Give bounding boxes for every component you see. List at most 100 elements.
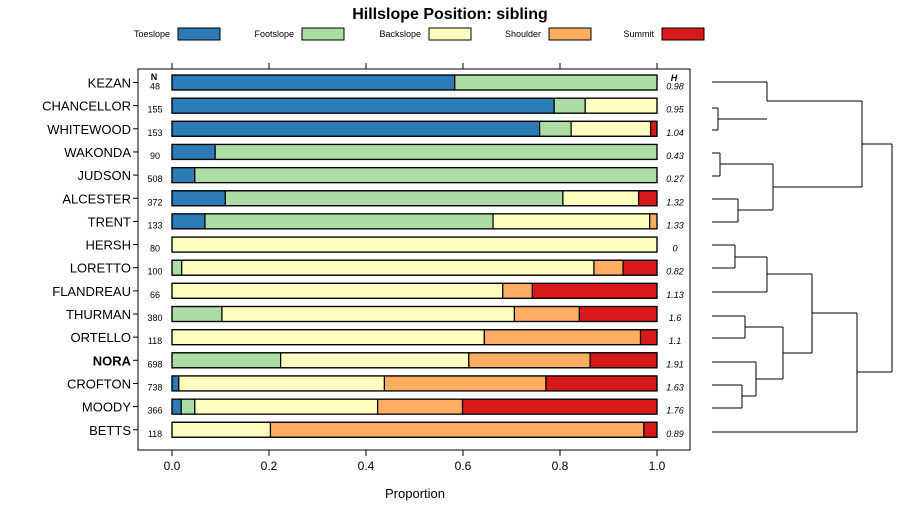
top-axis-ticks: [171, 63, 658, 69]
bar-segment-toeslope: [171, 74, 456, 91]
bar-segment-footslope: [180, 398, 196, 415]
bar-segment-footslope: [224, 190, 564, 207]
row-label: ORTELLO: [71, 330, 131, 345]
bar-outline: [171, 74, 658, 91]
legend-label: Toeslope: [134, 29, 170, 39]
bar-segment-toeslope: [171, 398, 182, 415]
n-value: 153: [147, 128, 162, 138]
bar-segment-toeslope: [171, 120, 541, 137]
bar-segment-shoulder: [593, 259, 624, 276]
bar-segment-shoulder: [649, 213, 658, 230]
bar-outline: [171, 120, 658, 137]
n-value: 90: [150, 151, 160, 161]
bar-segment-backslope: [562, 190, 640, 207]
bar-segment-backslope: [280, 352, 470, 369]
bar-segment-toeslope: [171, 97, 555, 114]
bar-outline: [171, 190, 658, 207]
bar-segment-summit: [643, 421, 658, 438]
bar-segment-summit: [650, 120, 658, 137]
bar-segment-backslope: [570, 120, 652, 137]
bar-outline: [171, 305, 658, 323]
row-label: ALCESTER: [62, 191, 131, 206]
h-value: 1.13: [666, 290, 684, 300]
n-value: 66: [150, 290, 160, 300]
bar-outline: [171, 213, 658, 230]
x-tick-label: 0.0: [164, 459, 181, 473]
n-value: 118: [148, 336, 162, 346]
n-value: 80: [150, 244, 160, 254]
row-label: THURMAN: [66, 307, 131, 322]
bar-segment-summit: [639, 329, 658, 346]
legend-label: Shoulder: [505, 29, 541, 39]
legend-swatch-backslope: [428, 27, 472, 41]
h-value: 1.91: [666, 359, 684, 369]
n-header: N: [151, 72, 158, 82]
chart-title: Hillslope Position: sibling: [352, 6, 548, 23]
bar-segment-shoulder: [383, 375, 547, 392]
dendrogram: [712, 81, 893, 433]
bar-outline: [171, 421, 658, 438]
bar-segment-backslope: [171, 421, 272, 438]
bar-segment-backslope: [171, 282, 504, 299]
h-value: 0: [672, 244, 677, 254]
legend-swatch-summit: [661, 27, 705, 41]
bar-segment-shoulder: [468, 352, 591, 369]
row-label: JUDSON: [78, 168, 131, 183]
bar-segment-backslope: [492, 213, 651, 230]
bar-segment-shoulder: [269, 421, 645, 438]
bar-segment-summit: [578, 305, 658, 323]
bar-segment-backslope: [171, 329, 485, 346]
x-tick-label: 0.8: [552, 459, 569, 473]
n-value: 372: [147, 197, 162, 207]
row-label: CHANCELLOR: [42, 99, 131, 114]
bar-segment-summit: [637, 190, 658, 207]
legend-swatch-toeslope: [177, 27, 221, 41]
n-value: 155: [147, 105, 162, 115]
bar-segment-shoulder: [513, 305, 580, 323]
n-value: 738: [147, 382, 162, 392]
n-value: 100: [147, 267, 162, 277]
row-label: LORETTO: [70, 261, 131, 276]
h-value: 1.76: [666, 406, 684, 416]
bar-segment-toeslope: [171, 213, 206, 230]
bar-segment-footslope: [204, 213, 494, 230]
n-value: 508: [147, 174, 162, 184]
bar-outline: [171, 375, 658, 392]
bar-segment-footslope: [194, 167, 658, 184]
h-value: 0.27: [666, 174, 685, 184]
row-label: MOODY: [82, 400, 131, 415]
x-axis-label: Proportion: [385, 486, 445, 501]
bar-segment-backslope: [171, 236, 658, 253]
h-value: 0.95: [666, 105, 685, 115]
bar-segment-shoulder: [377, 398, 464, 415]
row-label: KEZAN: [88, 76, 131, 91]
h-value: 1.04: [666, 128, 684, 138]
bar-segment-backslope: [178, 375, 386, 392]
n-value: 366: [147, 406, 162, 416]
n-value: 118: [148, 429, 162, 439]
legend: Toeslope Footslope Backslope Shoulder Summit: [134, 27, 705, 41]
legend-label: Footslope: [254, 29, 294, 39]
bar-segment-toeslope: [171, 375, 180, 392]
n-value: 48: [150, 82, 160, 92]
h-value: 1.33: [666, 220, 684, 230]
bar-segment-footslope: [171, 352, 282, 369]
plot-frame: [137, 68, 691, 451]
h-header: H: [671, 73, 678, 83]
bar-outline: [171, 352, 658, 369]
legend-label: Backslope: [379, 29, 421, 39]
x-tick-label: 0.2: [261, 459, 278, 473]
h-value: 1.63: [666, 382, 684, 392]
bar-segment-backslope: [194, 398, 379, 415]
n-value: 698: [147, 359, 162, 369]
h-value: 0.82: [666, 267, 684, 277]
legend-swatch-footslope: [301, 27, 345, 41]
h-value: 0.98: [666, 82, 684, 92]
h-labels: 0.98 0.95 1.04 0.43 0.27 1.32 1.33 0 0.82 1.13 1.6…: [666, 82, 685, 439]
row-label: WAKONDA: [64, 145, 131, 160]
x-tick-label: 0.6: [455, 459, 472, 473]
bar-segment-backslope: [181, 259, 595, 276]
bar-outline: [171, 259, 658, 276]
row-label: WHITEWOOD: [47, 122, 131, 137]
